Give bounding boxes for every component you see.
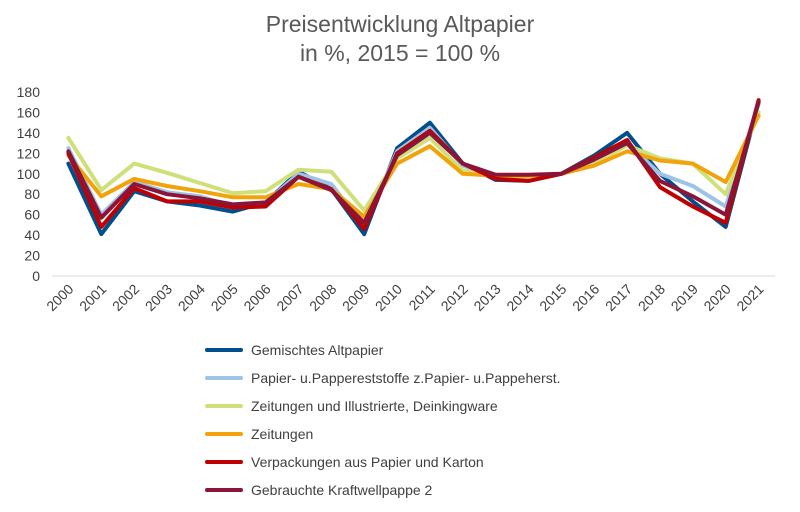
legend-item: Verpackungen aus Papier und Karton: [205, 448, 560, 476]
legend-label: Gemischtes Altpapier: [251, 342, 384, 358]
x-tick-label: 2010: [372, 281, 405, 314]
x-tick-label: 2020: [700, 281, 733, 314]
chart-title: Preisentwicklung Altpapier: [265, 11, 535, 37]
x-tick-label: 2014: [503, 281, 536, 314]
y-tick-label: 80: [24, 186, 40, 202]
x-tick-label: 2013: [470, 281, 503, 314]
y-tick-label: 180: [17, 84, 41, 100]
legend-swatch: [205, 460, 243, 464]
x-tick-label: 2015: [536, 281, 569, 314]
x-tick-label: 2021: [733, 281, 766, 314]
legend-swatch: [205, 376, 243, 380]
y-tick-label: 100: [17, 166, 41, 182]
x-tick-label: 2009: [339, 281, 372, 314]
x-tick-label: 2003: [142, 281, 175, 314]
y-tick-label: 160: [17, 104, 41, 120]
legend-label: Zeitungen: [251, 426, 314, 442]
x-tick-label: 2005: [208, 281, 241, 314]
x-tick-label: 2008: [306, 281, 339, 314]
legend-swatch: [205, 488, 243, 492]
x-tick-label: 2019: [668, 281, 701, 314]
legend-item: Gemischtes Altpapier: [205, 336, 560, 364]
x-tick-label: 2012: [438, 281, 471, 314]
legend-item: Zeitungen und Illustrierte, Deinkingware: [205, 392, 560, 420]
chart-legend: Gemischtes Altpapier Papier- u.Papperests…: [205, 336, 560, 504]
chart-subtitle: in %, 2015 = 100 %: [299, 40, 501, 66]
x-tick-label: 2002: [109, 281, 142, 314]
legend-item: Papier- u.Pappereststoffe z.Papier- u.Pa…: [205, 364, 560, 392]
y-tick-label: 120: [17, 145, 41, 161]
legend-item: Zeitungen: [205, 420, 560, 448]
x-tick-label: 2004: [175, 281, 208, 314]
legend-label: Verpackungen aus Papier und Karton: [251, 454, 484, 470]
legend-label: Zeitungen und Illustrierte, Deinkingware: [251, 398, 498, 414]
legend-label: Papier- u.Pappereststoffe z.Papier- u.Pa…: [251, 370, 561, 386]
y-tick-label: 20: [24, 248, 40, 264]
legend-item: Gebrauchte Kraftwellpappe 2: [205, 476, 560, 504]
legend-swatch: [205, 348, 243, 352]
series-line: [66, 113, 761, 219]
legend-swatch: [205, 432, 243, 436]
chart-title-block: Preisentwicklung Altpapier in %, 2015 = …: [0, 10, 800, 68]
y-tick-label: 0: [32, 268, 40, 284]
x-tick-label: 2017: [602, 281, 635, 314]
x-tick-label: 2000: [43, 281, 76, 314]
x-tick-label: 2007: [273, 281, 306, 314]
x-tick-label: 2001: [76, 281, 109, 314]
series-line: [66, 110, 761, 213]
legend-swatch: [205, 404, 243, 408]
series-line: [66, 100, 761, 225]
line-chart: 0 20 40 60 80 100 120 140 160 180 2000 2001 2002 2003…: [17, 84, 775, 314]
x-tick-label: 2006: [240, 281, 273, 314]
x-tick-label: 2011: [405, 281, 438, 314]
y-tick-label: 60: [24, 207, 40, 223]
y-tick-label: 140: [17, 125, 41, 141]
y-tick-label: 40: [24, 227, 40, 243]
x-tick-label: 2018: [635, 281, 668, 314]
legend-label: Gebrauchte Kraftwellpappe 2: [251, 482, 433, 498]
x-tick-label: 2016: [569, 281, 602, 314]
